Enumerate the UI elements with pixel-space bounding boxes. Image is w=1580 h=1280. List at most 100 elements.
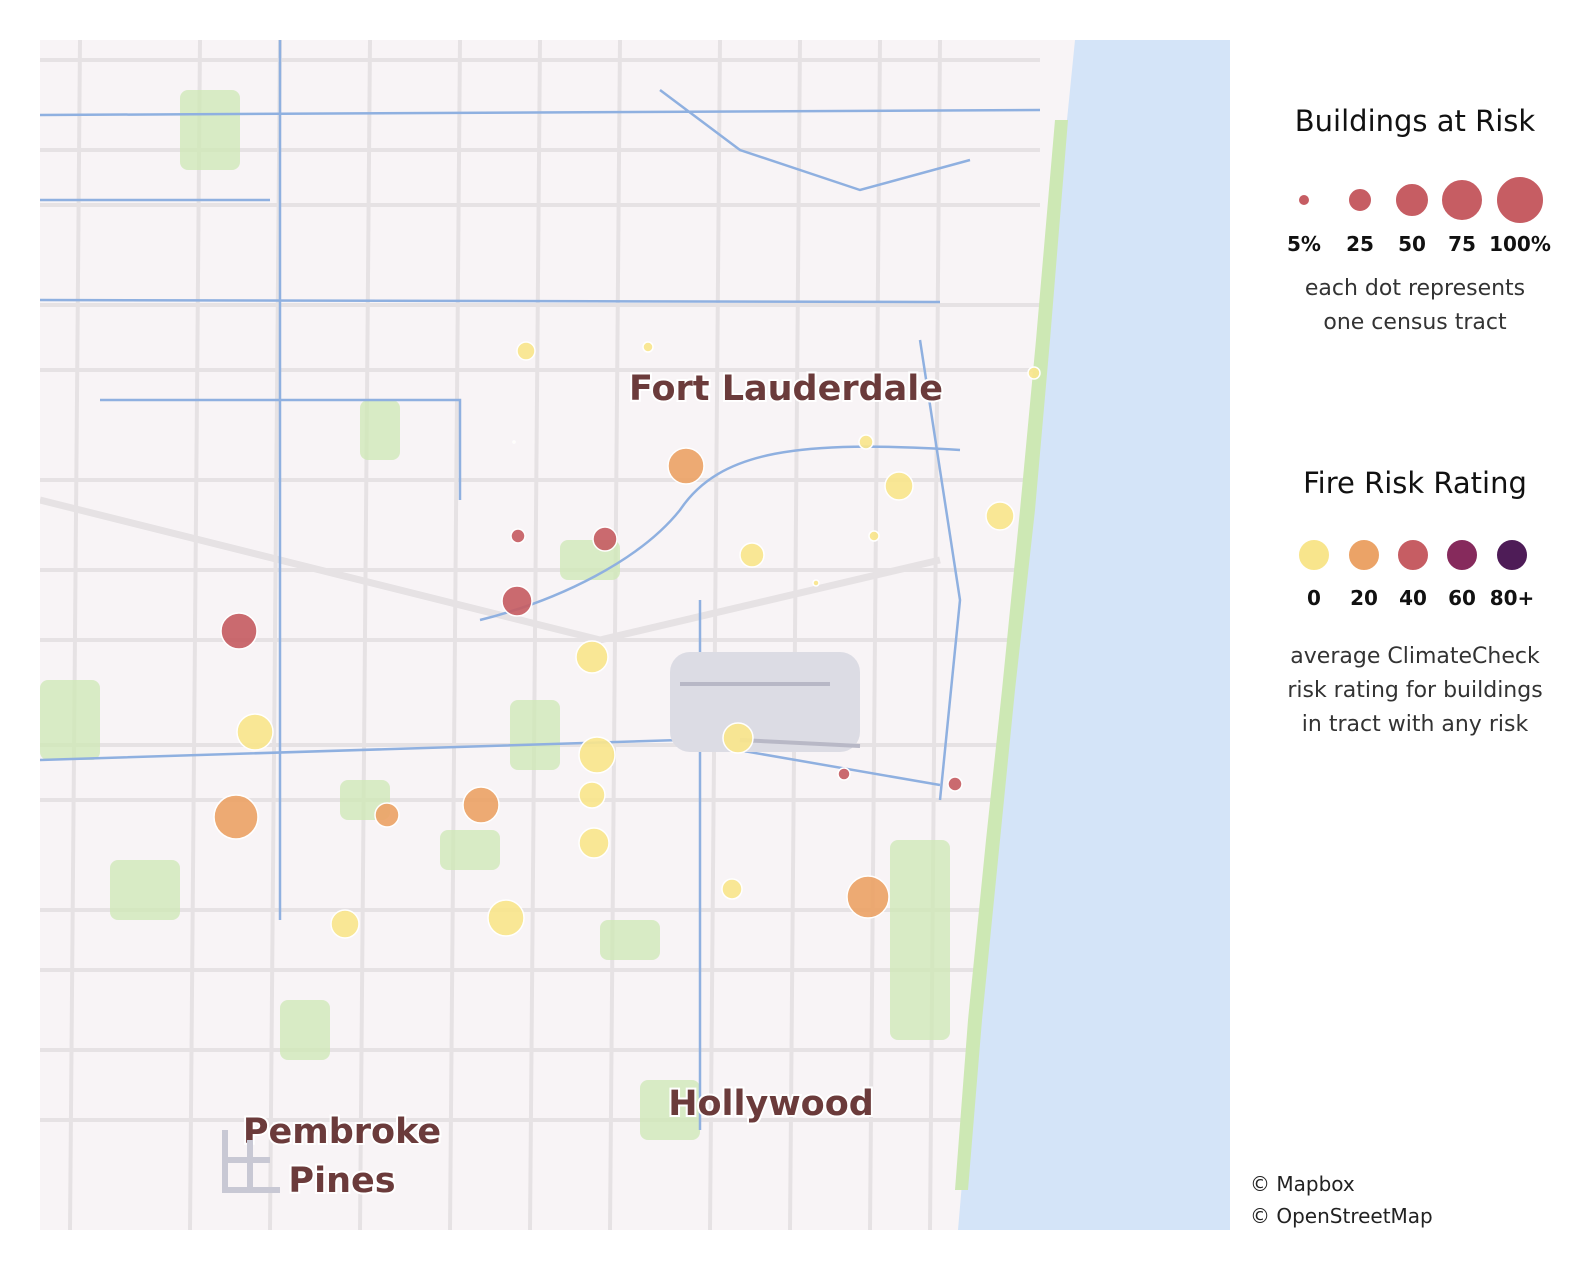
tract-dot[interactable] bbox=[592, 526, 618, 552]
tract-dot[interactable] bbox=[985, 501, 1015, 531]
airport bbox=[670, 652, 861, 752]
road bbox=[528, 40, 542, 1230]
size-legend-caption: each dot represents one census tract bbox=[1250, 272, 1580, 340]
tract-dot[interactable] bbox=[575, 640, 609, 674]
tract-dot[interactable] bbox=[722, 722, 754, 754]
legend: Buildings at Risk 5% 25 50 75 100% each dot … bbox=[1250, 100, 1580, 800]
tract-dot[interactable] bbox=[512, 440, 516, 444]
park bbox=[440, 830, 500, 870]
runway bbox=[739, 738, 861, 748]
size-legend-dot bbox=[1395, 183, 1429, 217]
mapbox-attribution[interactable]: © Mapbox bbox=[1250, 1172, 1355, 1196]
color-caption-line: average ClimateCheck bbox=[1290, 644, 1540, 669]
tract-dot[interactable] bbox=[236, 713, 274, 751]
tract-dot[interactable] bbox=[868, 530, 880, 542]
color-legend-dot bbox=[1496, 539, 1528, 571]
color-legend-label: 20 bbox=[1350, 586, 1378, 610]
airport-icon bbox=[222, 1130, 280, 1193]
color-legend-label: 40 bbox=[1399, 586, 1427, 610]
map-attribution: © Mapbox © OpenStreetMap bbox=[1250, 1168, 1570, 1232]
size-legend-dot bbox=[1298, 194, 1310, 206]
park bbox=[110, 860, 180, 920]
tract-dot[interactable] bbox=[220, 612, 258, 650]
park bbox=[40, 680, 100, 760]
canal bbox=[40, 108, 1041, 117]
park bbox=[280, 1000, 330, 1060]
road bbox=[448, 40, 462, 1230]
tract-dot[interactable] bbox=[884, 471, 914, 501]
color-legend-dot bbox=[1397, 539, 1429, 571]
barrier-island-park bbox=[955, 120, 1068, 1190]
tract-dot[interactable] bbox=[947, 776, 963, 792]
road bbox=[868, 40, 882, 1230]
color-legend-caption: average ClimateCheck risk rating for bui… bbox=[1250, 640, 1580, 742]
size-legend-dot bbox=[1496, 176, 1544, 224]
size-legend-label: 5% bbox=[1287, 232, 1321, 256]
road bbox=[358, 40, 372, 1230]
tract-dot[interactable] bbox=[1027, 366, 1041, 380]
tract-dot[interactable] bbox=[578, 736, 616, 774]
highway bbox=[40, 496, 601, 644]
park bbox=[510, 700, 560, 770]
highway bbox=[599, 556, 941, 644]
tract-dot[interactable] bbox=[721, 878, 743, 900]
color-legend-title: Fire Risk Rating bbox=[1303, 466, 1527, 500]
tract-dot[interactable] bbox=[462, 786, 500, 824]
size-legend-label: 75 bbox=[1448, 232, 1476, 256]
map-canvas[interactable]: Fort Lauderdale Hollywood Pembroke Pines bbox=[40, 40, 1230, 1230]
city-label: Fort Lauderdale bbox=[629, 369, 943, 409]
tract-dot[interactable] bbox=[812, 579, 820, 587]
size-legend-title: Buildings at Risk bbox=[1294, 104, 1536, 138]
park bbox=[890, 840, 950, 1040]
tract-dot[interactable] bbox=[837, 767, 851, 781]
road bbox=[188, 40, 202, 1230]
size-legend-label: 100% bbox=[1489, 232, 1551, 256]
park bbox=[180, 90, 240, 170]
tract-dot[interactable] bbox=[739, 542, 765, 568]
canal bbox=[100, 398, 462, 500]
tract-dot[interactable] bbox=[374, 802, 400, 828]
tract-dot[interactable] bbox=[501, 585, 533, 617]
tract-dot[interactable] bbox=[846, 875, 890, 919]
city-label: Pembroke bbox=[243, 1112, 441, 1152]
size-legend-dot bbox=[1441, 179, 1483, 221]
tract-dot[interactable] bbox=[516, 341, 536, 361]
tract-dot[interactable] bbox=[578, 827, 610, 859]
color-legend-dot bbox=[1298, 539, 1330, 571]
basemap: Fort Lauderdale Hollywood Pembroke Pines bbox=[40, 40, 1230, 1230]
road bbox=[268, 40, 282, 1230]
size-caption-line: each dot represents bbox=[1304, 276, 1526, 301]
tract-dot[interactable] bbox=[330, 909, 360, 939]
tract-dot[interactable] bbox=[487, 899, 525, 937]
tract-dot[interactable] bbox=[578, 781, 606, 809]
color-caption-line: risk rating for buildings bbox=[1287, 678, 1543, 703]
tract-dot[interactable] bbox=[858, 434, 874, 450]
size-legend-dot bbox=[1348, 188, 1372, 212]
canal bbox=[479, 445, 961, 622]
color-legend-dot bbox=[1446, 539, 1478, 571]
size-legend-label: 25 bbox=[1346, 232, 1374, 256]
color-legend-label: 80+ bbox=[1489, 586, 1535, 610]
size-legend-label: 50 bbox=[1398, 232, 1426, 256]
city-label: Hollywood bbox=[668, 1084, 874, 1124]
canal bbox=[659, 89, 971, 192]
tract-dot[interactable] bbox=[213, 794, 259, 840]
canal bbox=[40, 298, 941, 304]
tract-dot[interactable] bbox=[510, 528, 526, 544]
size-caption-line: one census tract bbox=[1323, 310, 1507, 335]
city-label: Pines bbox=[288, 1161, 395, 1201]
color-legend-label: 0 bbox=[1307, 586, 1321, 610]
road bbox=[708, 40, 722, 1230]
tract-dots bbox=[213, 341, 1041, 939]
osm-attribution[interactable]: © OpenStreetMap bbox=[1250, 1204, 1433, 1228]
color-legend-label: 60 bbox=[1448, 586, 1476, 610]
tract-dot[interactable] bbox=[667, 447, 705, 485]
park bbox=[360, 400, 400, 460]
park bbox=[600, 920, 660, 960]
tract-dot[interactable] bbox=[642, 341, 654, 353]
color-caption-line: in tract with any risk bbox=[1301, 712, 1529, 737]
canal bbox=[918, 339, 962, 801]
park bbox=[640, 1080, 700, 1140]
ocean bbox=[958, 40, 1230, 1230]
road bbox=[68, 40, 82, 1230]
